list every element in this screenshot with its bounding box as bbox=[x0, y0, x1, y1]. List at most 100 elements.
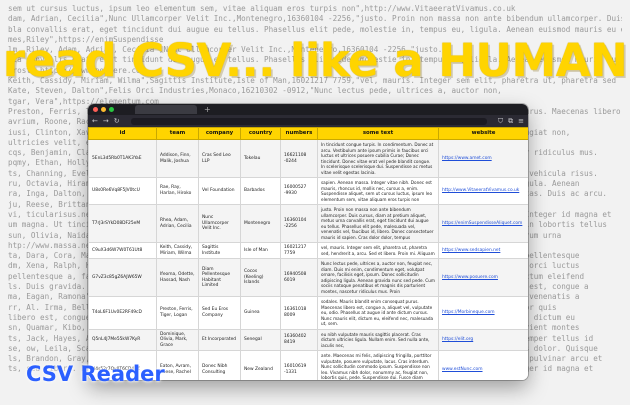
browser-toolbar: ← → ↻ ⛉ ⧉ ≡ bbox=[88, 115, 528, 127]
cell-text: eu nibh vulputate mauris sagittis placer… bbox=[317, 328, 439, 352]
cell-company: Nunc Ullamcorper Velit Inc. bbox=[198, 204, 241, 243]
csv-table-container[interactable]: id team company country numbers some text webs… bbox=[88, 127, 528, 380]
shield-icon[interactable]: ⛉ bbox=[497, 116, 504, 125]
table-row: H4s52r7Qy8T6CD41Z Eaton, Avram, Reese, Ra… bbox=[88, 350, 528, 380]
cell-text: In tincidunt congue turpis. In condiment… bbox=[317, 139, 439, 178]
cell-country: Senegal bbox=[240, 328, 281, 352]
column-header[interactable]: some text bbox=[317, 127, 439, 140]
cell-team: Dominique, Olivia, Mark, Grace bbox=[156, 328, 199, 352]
website-link[interactable]: https://www.amet.com bbox=[442, 155, 492, 161]
extensions-icon[interactable]: ⧉ bbox=[508, 116, 514, 125]
cell-company: Cras Sed Leo LLP bbox=[198, 139, 241, 178]
cell-text: sapien. Aenean massa. Integer vitae nibh… bbox=[317, 177, 439, 205]
column-header[interactable]: website bbox=[438, 127, 528, 140]
table-row: T4oL6F1Uv0E2RF49cD Preston, Ferris, Tiger… bbox=[88, 296, 528, 330]
cell-website: https://www.sedsapien.net bbox=[438, 241, 528, 260]
cell-team: Rae, Ray, Harlan, Hiroko bbox=[156, 177, 199, 205]
background-line: tgar, Vera",https://elementum.com bbox=[8, 96, 159, 106]
url-bar[interactable] bbox=[130, 117, 487, 125]
cell-company: Donec Nibh Consulting bbox=[198, 350, 241, 380]
cell-numbers: 16360402 8419 bbox=[280, 328, 318, 352]
background-line: Kate, Steven, Dalton",Felis Orci Industr… bbox=[8, 86, 502, 96]
cell-company: Et Incorporated bbox=[198, 328, 241, 352]
forward-icon[interactable]: → bbox=[102, 116, 109, 125]
website-link[interactable]: www.estNunc.com bbox=[442, 367, 483, 373]
cell-text: sodales. Mauris blandit enim consequat p… bbox=[317, 296, 439, 330]
headline: read CSV... like a HUMAN bbox=[2, 34, 628, 87]
table-row: Q5nL4J7Me55kW7KyR Dominique, Olivia, Mark… bbox=[88, 328, 528, 352]
cell-country: New Zealand bbox=[240, 350, 281, 380]
cell-numbers: 16940508 6019 bbox=[280, 258, 318, 298]
cell-text: vel, mauris. Integer sem elit, pharetra … bbox=[317, 241, 439, 260]
cell-team: Keith, Cassidy, Miriam, Wilma bbox=[156, 241, 199, 260]
website-link[interactable]: https://www.sedsapien.net bbox=[442, 247, 501, 253]
cell-numbers: 16010619 -1331 bbox=[280, 350, 318, 380]
background-line: dam, Adrian, Cecilia",Nunc Ullamcorper V… bbox=[8, 14, 622, 24]
minimize-dot-icon[interactable] bbox=[101, 107, 106, 112]
table-row: G7vZ3c85gZ6AJW65W Ifeoma, Odette, Hassad,… bbox=[88, 258, 528, 298]
table-row: T7rJ3rSYkD08DF25eM Rhea, Adam, Adrian, Ce… bbox=[88, 204, 528, 243]
background-line: bla convallis erat, eget tincidunt dui a… bbox=[8, 24, 622, 34]
cell-company: Diam Pellentesque Habitant Limited bbox=[198, 258, 241, 298]
cell-numbers: 16021217 7759 bbox=[280, 241, 318, 260]
cell-website: https://elit.org bbox=[438, 328, 528, 352]
cell-id: 5EnL3d5Rb0T1AK3YaE bbox=[88, 139, 157, 178]
column-header[interactable]: numbers bbox=[280, 127, 318, 140]
background-line: lm, Riley, Adam, Adrian, Cecilia",Nunc U… bbox=[8, 45, 443, 55]
browser-window: + ← → ↻ ⛉ ⧉ ≡ i bbox=[88, 104, 528, 380]
reload-icon[interactable]: ↻ bbox=[113, 116, 120, 125]
new-tab-icon[interactable]: + bbox=[204, 104, 211, 114]
cell-id: T4oL6F1Uv0E2RF49cD bbox=[88, 296, 157, 330]
cell-website: https://Morbineque.com bbox=[438, 296, 528, 330]
table-row: U8s0Re6Vq8F5JV0tcU Rae, Ray, Harlan, Hiro… bbox=[88, 177, 528, 205]
cell-website: www.estNunc.com bbox=[438, 350, 528, 380]
background-line: Prost",https://www.posuere.com bbox=[8, 65, 146, 75]
website-link[interactable]: https://Morbineque.com bbox=[442, 310, 495, 316]
maximize-dot-icon[interactable] bbox=[109, 107, 114, 112]
cell-id: H4s52r7Qy8T6CD41Z bbox=[88, 350, 157, 380]
cell-country: Montenegro bbox=[240, 204, 281, 243]
background-line: bla convallis erat, eget tincidunt dui a… bbox=[8, 55, 622, 65]
cell-team: Addison, Finn, Malik, Joshua bbox=[156, 139, 199, 178]
cell-text: Nunc lectus pede, ultrices a, auctor non… bbox=[317, 258, 439, 298]
column-header[interactable]: country bbox=[240, 127, 281, 140]
website-link[interactable]: http://www.VitaeeratVivamus.co.uk bbox=[442, 188, 520, 194]
cell-team: Rhea, Adam, Adrian, Cecilia bbox=[156, 204, 199, 243]
cell-country: Barbados bbox=[240, 177, 281, 205]
back-icon[interactable]: ← bbox=[92, 116, 98, 125]
cell-website: https://enimSuspendisseAliquet.com bbox=[438, 204, 528, 243]
table-row: C9uX3d6W7W0T61Ut8 Keith, Cassidy, Miriam,… bbox=[88, 241, 528, 260]
cell-id: G7vZ3c85gZ6AJW65W bbox=[88, 258, 157, 298]
cell-text: justo. Proin non massa non ante bibendum… bbox=[317, 204, 439, 243]
cell-company: Sagittis Institute bbox=[198, 241, 241, 260]
website-link[interactable]: https://www.posuere.com bbox=[442, 274, 498, 280]
cell-id: Q5nL4J7Me55kW7KyR bbox=[88, 328, 157, 352]
website-link[interactable]: https://elit.org bbox=[442, 337, 474, 343]
window-titlebar: + bbox=[88, 104, 528, 115]
cell-country: Cocos (Keeling) Islands bbox=[240, 258, 281, 298]
column-header[interactable]: team bbox=[156, 127, 199, 140]
cell-website: http://www.VitaeeratVivamus.co.uk bbox=[438, 177, 528, 205]
browser-tab[interactable] bbox=[135, 105, 197, 114]
cell-numbers: 16000527 -9930 bbox=[280, 177, 318, 205]
cell-numbers: 16360104 -2256 bbox=[280, 204, 318, 243]
caption: CSV Reader bbox=[26, 362, 165, 386]
cell-company: Vel Foundation bbox=[198, 177, 241, 205]
website-link[interactable]: https://enimSuspendisseAliquet.com bbox=[442, 220, 523, 226]
close-dot-icon[interactable] bbox=[93, 107, 98, 112]
cell-team: Ifeoma, Odette, Hassad, Nash bbox=[156, 258, 199, 298]
cell-website: https://www.amet.com bbox=[438, 139, 528, 178]
table-row: 5EnL3d5Rb0T1AK3YaE Addison, Finn, Malik, … bbox=[88, 139, 528, 178]
table-body: 5EnL3d5Rb0T1AK3YaE Addison, Finn, Malik, … bbox=[88, 139, 528, 380]
cell-id: C9uX3d6W7W0T61Ut8 bbox=[88, 241, 157, 260]
menu-icon[interactable]: ≡ bbox=[518, 116, 524, 125]
cell-text: ante. Maecenas mi felis, adipiscing frin… bbox=[317, 350, 439, 380]
column-header[interactable]: company bbox=[198, 127, 241, 140]
csv-table: id team company country numbers some text webs… bbox=[88, 127, 528, 380]
background-line: Keith, Cassidy, Miriam, Wilma",Sagittis … bbox=[8, 76, 617, 86]
cell-country: Isle of Man bbox=[240, 241, 281, 260]
cell-id: U8s0Re6Vq8F5JV0tcU bbox=[88, 177, 157, 205]
cell-numbers: 16361018 8009 bbox=[280, 296, 318, 330]
column-header[interactable]: id bbox=[88, 127, 157, 140]
